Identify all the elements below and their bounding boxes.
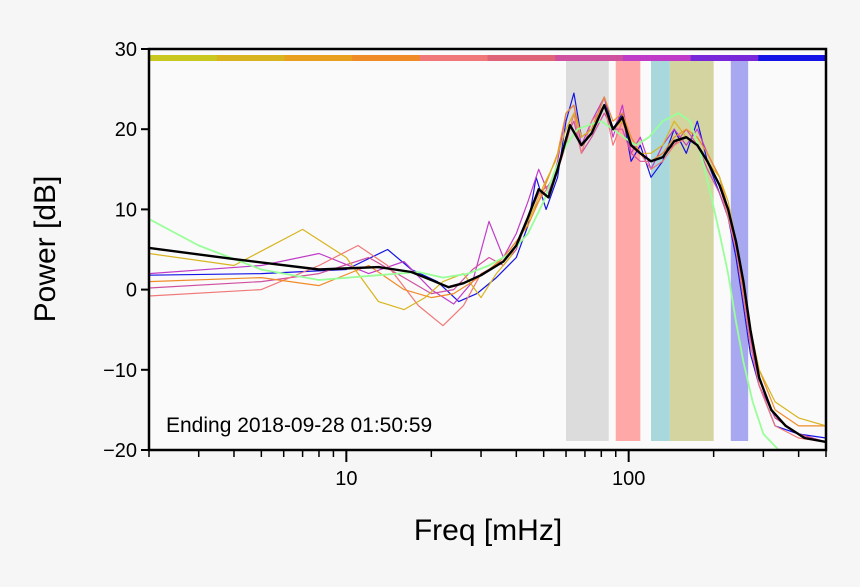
plot-area [149, 49, 826, 450]
strip-segment-6 [487, 55, 556, 61]
strip-segment-2 [216, 55, 285, 61]
y-tick-label: 10 [115, 199, 137, 221]
y-tick-label: −20 [103, 440, 137, 462]
strip-segment-8 [622, 55, 692, 61]
strip-segment-3 [284, 55, 353, 61]
x-axis: 10 100 [148, 450, 827, 490]
strip-segment-7 [555, 55, 624, 61]
x-axis-title: Freq [mHz] [414, 514, 562, 547]
y-tick-label: −10 [103, 360, 137, 382]
x-tick-label: 10 [335, 468, 357, 490]
y-tick-label: 20 [115, 119, 137, 141]
strip-segment-10 [758, 55, 827, 61]
strip-segment-4 [352, 55, 421, 61]
strip-segment-1 [149, 55, 218, 61]
x-tick-label: 100 [612, 468, 645, 490]
band-3 [651, 60, 670, 441]
top-color-strip [149, 55, 827, 61]
plot-frame [147, 47, 828, 452]
series-line-1 [149, 103, 826, 444]
series-line-8 [149, 112, 826, 450]
y-axis-title: Power [dB] [29, 176, 62, 323]
ending-annotation: Ending 2018-09-28 01:50:59 [166, 414, 432, 437]
y-tick-label: 0 [126, 280, 137, 302]
frequency-bands [566, 60, 749, 441]
data-series [149, 92, 826, 450]
series-line-2 [149, 92, 826, 439]
y-tick-label: 30 [115, 39, 137, 61]
band-4 [669, 60, 714, 441]
y-axis: 30 20 10 0 −10 −20 [103, 39, 149, 462]
strip-segment-9 [690, 55, 759, 61]
strip-segment-5 [419, 55, 488, 61]
band-5 [730, 60, 749, 441]
